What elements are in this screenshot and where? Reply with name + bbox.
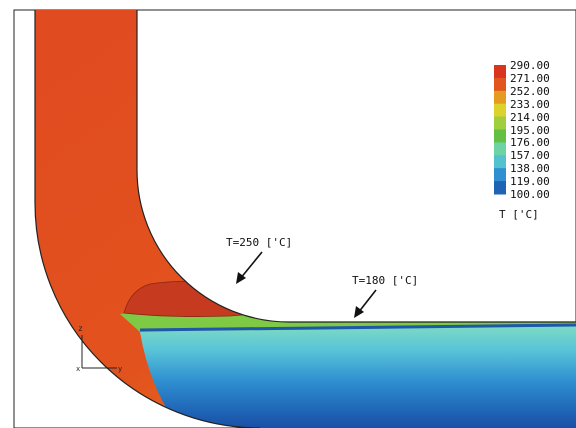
arrow-180 bbox=[357, 289, 377, 314]
pipe-outline bbox=[34, 10, 576, 428]
axes-triad bbox=[81, 335, 117, 369]
cold-layer bbox=[140, 323, 576, 428]
arrow-250 bbox=[239, 251, 263, 280]
legend-value: 233.00 bbox=[510, 97, 550, 111]
legend-color-bar bbox=[494, 65, 506, 195]
legend-swatch bbox=[494, 103, 506, 118]
legend-value: 157.00 bbox=[510, 149, 550, 163]
arrowhead-250-icon bbox=[236, 272, 246, 284]
legend-value: 214.00 bbox=[510, 110, 550, 124]
legend-title: T ['C] bbox=[499, 208, 539, 221]
legend-swatch bbox=[494, 168, 506, 182]
legend-swatch bbox=[494, 155, 506, 169]
legend-value: 100.00 bbox=[510, 188, 550, 201]
legend-swatch bbox=[494, 116, 506, 130]
legend-value: 119.00 bbox=[510, 175, 550, 189]
axis-y-label: y bbox=[118, 365, 122, 373]
legend-swatch bbox=[494, 142, 506, 156]
legend-value: 252.00 bbox=[510, 84, 550, 98]
legend-value: 290.00 bbox=[510, 59, 550, 72]
axis-x-label: x bbox=[76, 365, 80, 373]
legend-swatch bbox=[494, 65, 506, 79]
legend-value: 176.00 bbox=[510, 136, 550, 150]
arrowhead-180-icon bbox=[354, 306, 364, 318]
annotation-180: T=180 ['C] bbox=[352, 274, 419, 287]
legend-swatch bbox=[494, 77, 506, 92]
legend-swatch bbox=[494, 129, 506, 143]
legend-value: 271.00 bbox=[510, 71, 550, 85]
legend-value: 138.00 bbox=[510, 162, 550, 176]
legend-value: 195.00 bbox=[510, 123, 550, 137]
legend-swatch bbox=[494, 181, 506, 195]
annotation-250: T=250 ['C] bbox=[226, 236, 293, 249]
legend-swatch bbox=[494, 90, 506, 105]
axis-z-label: z bbox=[78, 324, 83, 333]
